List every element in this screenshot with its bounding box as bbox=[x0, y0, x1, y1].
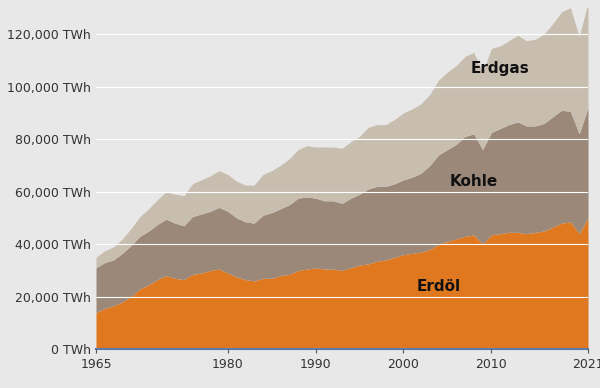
Text: Kohle: Kohle bbox=[449, 173, 498, 189]
Text: Erdgas: Erdgas bbox=[471, 61, 530, 76]
Text: Erdöl: Erdöl bbox=[416, 279, 461, 294]
